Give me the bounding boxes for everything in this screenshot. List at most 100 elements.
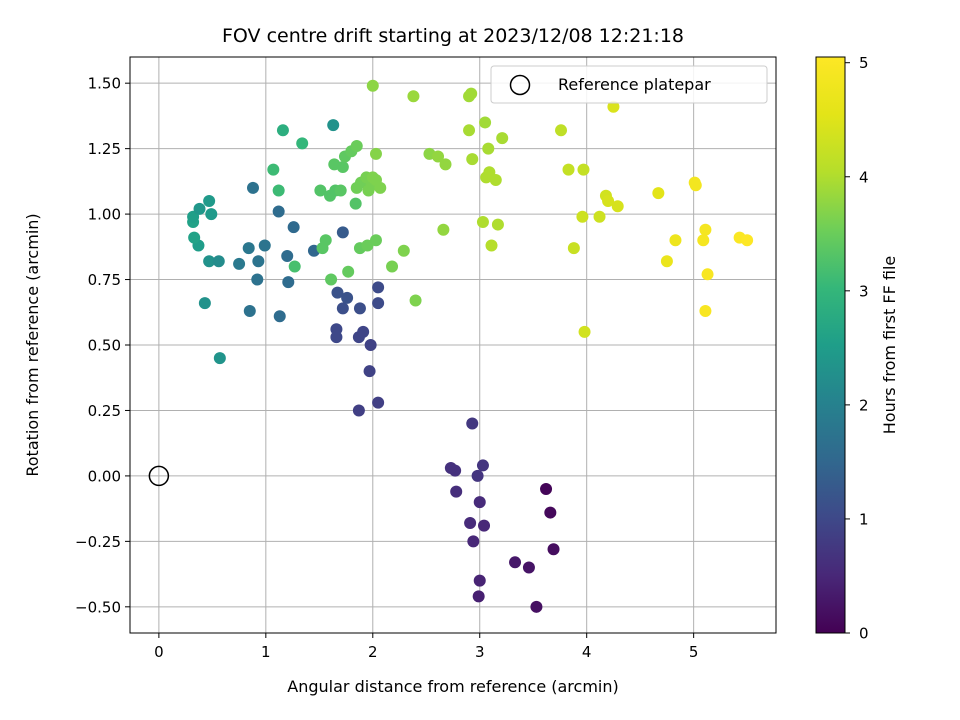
data-point [272, 205, 285, 218]
data-point [540, 483, 553, 495]
data-point [463, 124, 476, 137]
data-point [567, 242, 580, 255]
data-point [288, 260, 301, 273]
data-point [349, 197, 362, 210]
data-point [258, 239, 271, 252]
data-point [547, 543, 560, 556]
data-point [363, 365, 376, 378]
data-point [272, 184, 285, 197]
data-point [372, 297, 385, 310]
data-point [246, 181, 259, 194]
chart-title: FOV centre drift starting at 2023/12/08 … [222, 25, 684, 47]
data-point [281, 249, 294, 262]
data-point [701, 268, 714, 281]
y-tick-label: −0.25 [75, 533, 121, 551]
data-point [341, 291, 354, 304]
data-point [336, 226, 349, 239]
x-tick-label: 2 [368, 643, 378, 661]
data-point [409, 294, 422, 307]
data-point [466, 153, 479, 166]
colorbar-tick-label: 3 [859, 282, 869, 300]
data-point [593, 210, 606, 223]
y-tick-label: −0.50 [75, 598, 121, 616]
data-point [188, 231, 201, 244]
data-point [466, 417, 479, 430]
data-point [330, 323, 343, 336]
colorbar-label: Hours from first FF file [880, 256, 899, 435]
data-point [327, 119, 340, 132]
data-point [562, 163, 575, 176]
data-point [444, 462, 457, 475]
legend-reference-marker [509, 74, 531, 96]
data-point [660, 255, 673, 268]
x-tick-label: 0 [154, 643, 164, 661]
data-point [242, 242, 255, 255]
data-point [741, 234, 754, 247]
data-point [213, 352, 226, 365]
grid-lines [130, 57, 776, 633]
x-tick-label: 5 [689, 643, 699, 661]
data-point [203, 195, 216, 207]
data-point [366, 79, 379, 92]
x-axis-ticks: 0 1 2 3 4 5 [154, 633, 698, 661]
data-point [372, 281, 385, 294]
data-point [476, 459, 489, 472]
data-point [316, 242, 329, 255]
data-point [328, 158, 341, 171]
data-point [699, 223, 712, 236]
data-point [374, 181, 387, 194]
reference-platepar-point [148, 465, 170, 487]
data-point [334, 184, 347, 197]
colorbar-tick-label: 4 [859, 168, 869, 186]
data-point [432, 150, 445, 163]
data-point [386, 260, 399, 273]
data-point [342, 265, 355, 278]
data-point [473, 496, 486, 509]
data-point [576, 210, 589, 223]
y-tick-label: 0.00 [88, 467, 121, 485]
data-point [372, 396, 385, 409]
data-point [243, 304, 256, 317]
data-point [357, 325, 370, 338]
colorbar-tick-label: 2 [859, 396, 869, 414]
data-point [522, 561, 535, 574]
data-point [331, 286, 344, 299]
x-tick-label: 1 [261, 643, 271, 661]
data-point [476, 215, 489, 228]
data-point [473, 574, 486, 587]
y-tick-label: 0.25 [88, 402, 121, 420]
x-tick-label: 4 [582, 643, 592, 661]
data-point [697, 234, 710, 247]
data-point [689, 179, 702, 192]
x-tick-label: 3 [475, 643, 485, 661]
colorbar-tick-label: 5 [859, 54, 869, 72]
data-point [437, 223, 450, 236]
data-point [203, 255, 216, 268]
data-point [450, 485, 463, 498]
data-point [407, 90, 420, 103]
y-tick-label: 0.75 [88, 271, 121, 289]
data-point [287, 221, 300, 234]
data-point [267, 163, 280, 176]
data-point [472, 590, 485, 603]
data-point [577, 163, 590, 176]
data-point [352, 404, 365, 417]
data-point [336, 302, 349, 315]
data-point [544, 506, 557, 519]
legend-label: Reference platepar [558, 75, 711, 94]
data-point [489, 174, 502, 187]
data-point [276, 124, 289, 137]
data-point [397, 244, 410, 257]
data-point [611, 200, 624, 213]
data-point [602, 195, 615, 207]
data-point [482, 142, 495, 155]
data-point [479, 116, 492, 129]
data-point [364, 339, 377, 351]
data-point [350, 140, 363, 153]
data-point [491, 218, 504, 231]
data-point [607, 100, 620, 113]
colorbar-tick-label: 1 [859, 510, 869, 528]
data-point [273, 310, 286, 323]
data-point [485, 239, 498, 252]
